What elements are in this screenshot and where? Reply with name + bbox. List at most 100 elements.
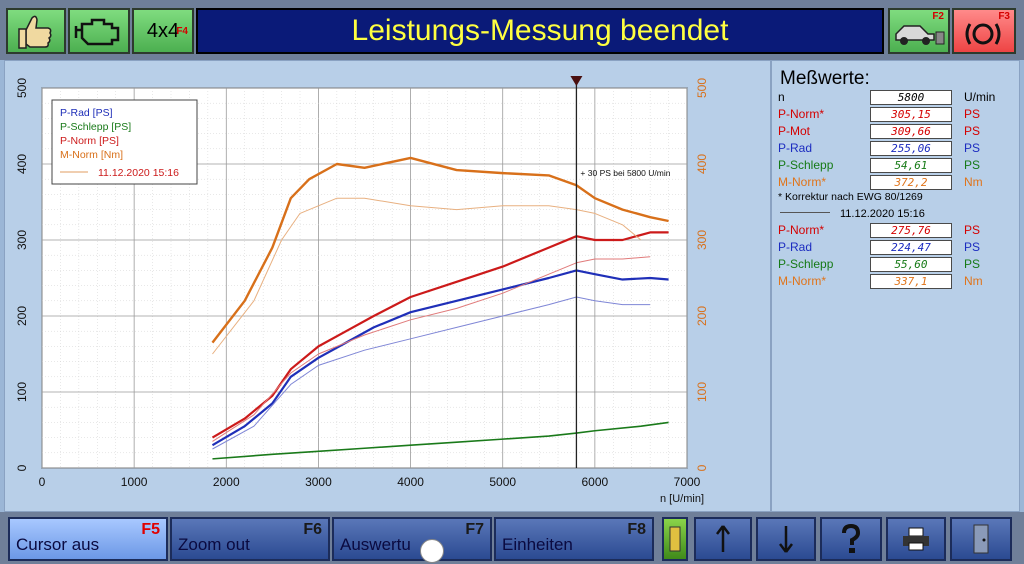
value-field: 54,61 <box>870 158 952 173</box>
dyno-chart[interactable]: 0 1000 2000 3000 4000 5000 6000 700001002003004… <box>0 60 770 512</box>
print-button[interactable] <box>886 517 946 561</box>
evaluation-label: Auswertu <box>340 535 411 554</box>
value-label: M-Norm* <box>778 175 826 189</box>
value-field: 337,1 <box>870 274 952 289</box>
value-label: P-Rad <box>778 141 813 155</box>
x-tick-label: 7000 <box>674 475 701 489</box>
f8-key-label: F8 <box>627 521 646 538</box>
x-tick-label: 3000 <box>305 475 332 489</box>
four-wheel-drive-label: 4x4 <box>146 20 180 42</box>
bottom-toolbar: F5 Cursor aus F6 Zoom out F7 Auswertu F8… <box>0 512 1024 564</box>
x-tick-label: 4000 <box>397 475 424 489</box>
brake-icon <box>965 23 1001 45</box>
value-unit: PS <box>964 257 981 271</box>
value-unit: PS <box>964 124 981 138</box>
arrow-down-button[interactable] <box>756 517 816 561</box>
value-unit: Nm <box>964 175 983 189</box>
values-header: Meßwerte: <box>780 68 870 89</box>
y-left-tick-label: 300 <box>15 230 29 250</box>
series-line <box>211 231 669 439</box>
top-toolbar: 4x4 F4 Leistungs-Messung beendet F2 F3 <box>0 0 1024 60</box>
series-line <box>212 197 642 355</box>
value-unit: PS <box>964 158 981 172</box>
legend-entry: M-Norm [Nm] <box>60 149 123 161</box>
y-left-tick-label: 400 <box>15 154 29 174</box>
dyno-car-icon <box>895 25 945 45</box>
help-button[interactable] <box>820 517 882 561</box>
x-tick-label: 5000 <box>489 475 516 489</box>
engine-icon <box>74 18 120 46</box>
value-unit: PS <box>964 223 981 237</box>
value-label: P-Rad <box>778 240 813 254</box>
cursor-annotation: + 30 PS bei 5800 U/min <box>580 168 670 178</box>
indicator-icon <box>669 526 681 552</box>
value-field: 255,06 <box>870 141 952 156</box>
y-right-tick-label: 500 <box>695 78 709 98</box>
y-right-tick-label: 200 <box>695 306 709 326</box>
f6-key-label: F6 <box>303 521 322 538</box>
value-label: n <box>778 90 785 104</box>
correction-note: * Korrektur nach EWG 80/1269 <box>778 191 923 203</box>
y-right-tick-label: 100 <box>695 382 709 402</box>
brake-button[interactable]: F3 <box>952 8 1016 54</box>
cursor-off-label: Cursor aus <box>16 535 100 554</box>
value-unit: PS <box>964 141 981 155</box>
measurement-values-panel: Meßwerte: n 5800 U/min P-Norm* 305,15 PS P-Mot… <box>770 60 1020 512</box>
value-label: M-Norm* <box>778 274 826 288</box>
y-left-tick-label: 500 <box>15 78 29 98</box>
x-tick-label: 6000 <box>582 475 609 489</box>
value-unit: PS <box>964 240 981 254</box>
cursor-off-button[interactable]: F5 Cursor aus <box>8 517 168 561</box>
home-indicator-icon <box>420 539 444 563</box>
dyno-car-button[interactable]: F2 <box>888 8 950 54</box>
thumbs-up-button[interactable] <box>6 8 66 54</box>
value-field: 224,47 <box>870 240 952 255</box>
f3-key-label: F3 <box>998 11 1010 22</box>
y-right-tick-label: 400 <box>695 154 709 174</box>
series-line <box>211 156 669 344</box>
exit-button[interactable] <box>950 517 1012 561</box>
x-axis-label: n [U/min] <box>660 493 704 505</box>
legend-entry: P-Rad [PS] <box>60 107 113 119</box>
arrow-down-icon <box>779 526 793 553</box>
arrow-up-button[interactable] <box>694 517 752 561</box>
value-label: P-Schlepp <box>778 158 834 172</box>
legend-entry: 11.12.2020 15:16 <box>98 167 179 179</box>
series-line <box>211 269 669 447</box>
value-label: P-Mot <box>778 124 811 138</box>
zoom-out-button[interactable]: F6 Zoom out <box>170 517 330 561</box>
series-line <box>212 421 669 460</box>
y-right-tick-label: 300 <box>695 230 709 250</box>
cursor-marker-icon[interactable] <box>570 76 583 86</box>
units-label: Einheiten <box>502 535 573 554</box>
value-field: 372,2 <box>870 175 952 190</box>
f5-key-label: F5 <box>141 521 160 538</box>
compare-legend-line <box>780 212 830 213</box>
value-unit: U/min <box>964 90 996 104</box>
compare-date: 11.12.2020 15:16 <box>840 208 925 220</box>
engine-button[interactable] <box>68 8 130 54</box>
units-button[interactable]: F8 Einheiten <box>494 517 654 561</box>
status-indicator <box>662 517 688 561</box>
legend-box <box>51 99 198 185</box>
exit-door-icon <box>973 524 989 554</box>
x-tick-label: 1000 <box>121 475 148 489</box>
y-left-tick-label: 0 <box>15 464 29 471</box>
value-field: 5800 <box>870 90 952 105</box>
f4-key-label: F4 <box>176 26 188 37</box>
series-line <box>212 296 651 450</box>
f2-key-label: F2 <box>932 11 944 22</box>
four-wheel-drive-button[interactable]: 4x4 F4 <box>132 8 194 54</box>
value-field: 275,76 <box>870 223 952 238</box>
y-left-tick-label: 200 <box>15 306 29 326</box>
value-label: P-Schlepp <box>778 257 834 271</box>
x-tick-label: 2000 <box>213 475 240 489</box>
arrow-up-icon <box>716 525 730 552</box>
value-field: 55,60 <box>870 257 952 272</box>
thumbs-up-icon <box>18 15 52 49</box>
value-label: P-Norm* <box>778 223 825 237</box>
value-unit: PS <box>964 107 981 121</box>
evaluation-button[interactable]: F7 Auswertu <box>332 517 492 563</box>
page-title: Leistungs-Messung beendet <box>196 8 884 54</box>
printer-icon <box>903 527 929 551</box>
